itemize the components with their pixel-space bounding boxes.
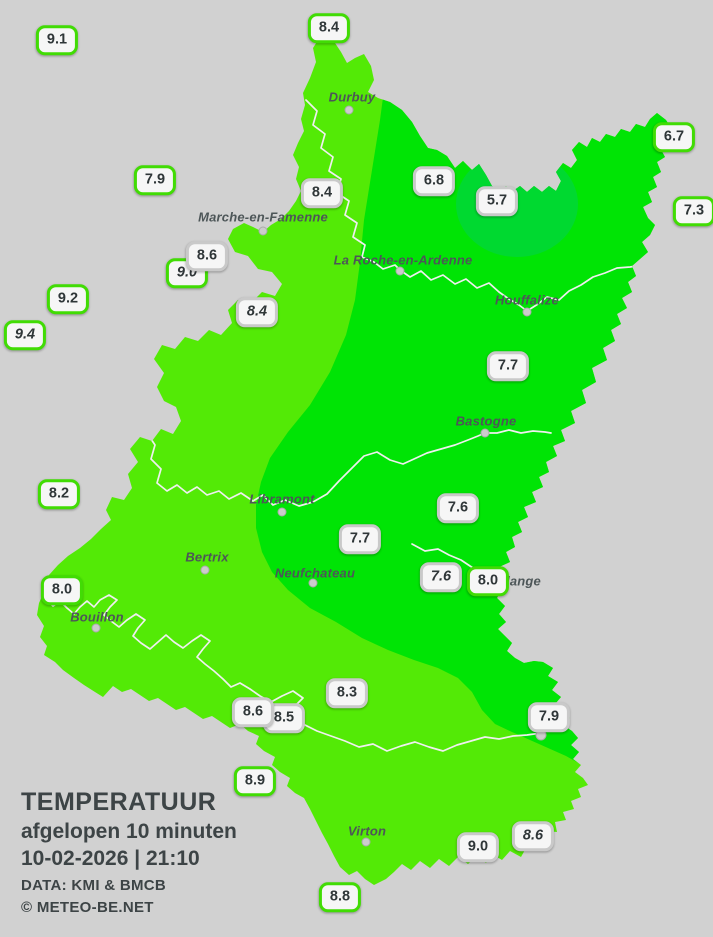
river-line — [305, 99, 656, 312]
city-dot — [308, 578, 318, 588]
data-source: DATA: KMI & BMCB — [21, 877, 167, 894]
temperature-zone-coldest — [456, 151, 578, 257]
city-dot — [522, 307, 532, 317]
map-title: TEMPERATUUR — [21, 788, 217, 816]
title-block: TEMPERATUUR afgelopen 10 minuten 10-02-2… — [21, 788, 237, 916]
city-dot — [480, 428, 490, 438]
map-subtitle: afgelopen 10 minuten — [21, 820, 237, 843]
river-line — [46, 594, 542, 752]
city-dot — [395, 266, 405, 276]
map-datetime: 10-02-2026 | 21:10 — [21, 847, 200, 870]
city-dot — [200, 565, 210, 575]
city-dot — [535, 729, 547, 741]
city-dot — [277, 507, 287, 517]
city-dot — [258, 226, 268, 236]
copyright: © METEO-BE.NET — [21, 899, 154, 916]
city-dot — [344, 105, 354, 115]
river-line — [411, 543, 479, 572]
city-dot — [361, 837, 371, 847]
city-dot — [91, 623, 101, 633]
